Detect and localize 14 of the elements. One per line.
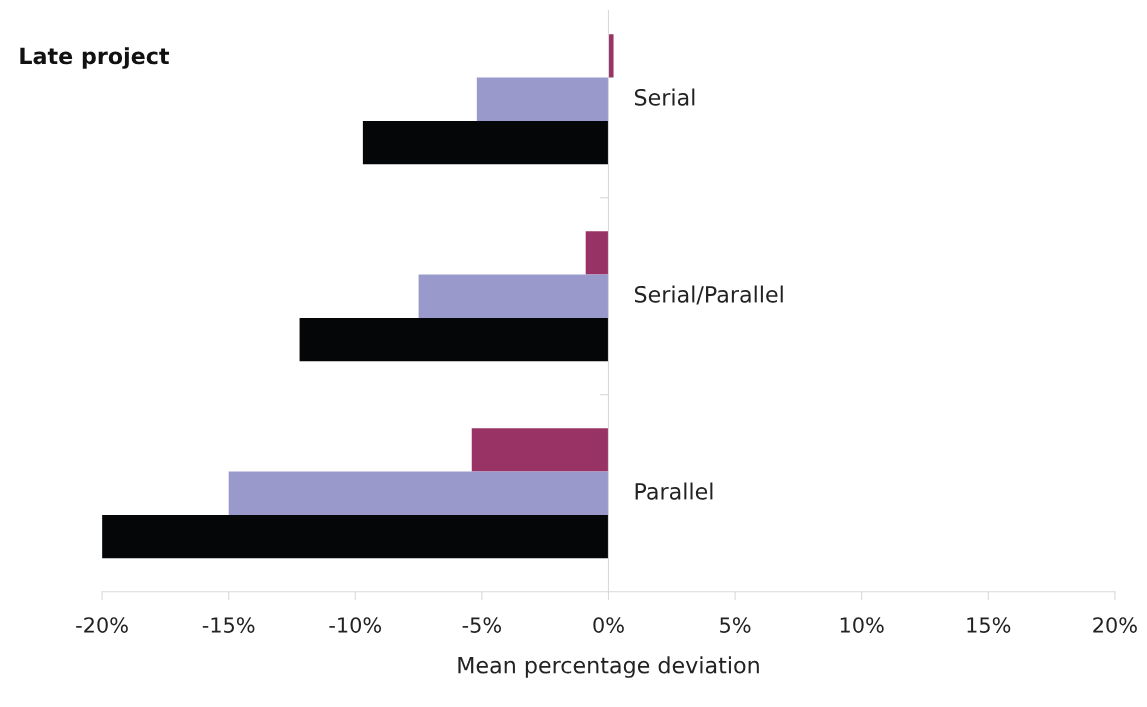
x-tick-label: 5% bbox=[720, 617, 751, 633]
x-tick-label: -15% bbox=[202, 617, 255, 633]
x-tick-label: -20% bbox=[76, 617, 128, 633]
x-tick-label: -5% bbox=[462, 617, 502, 633]
x-tick-label: -10% bbox=[329, 617, 382, 633]
x-tick-label: 10% bbox=[840, 617, 884, 633]
y-tick-label: Serial bbox=[634, 88, 695, 106]
text: Late project bbox=[20, 47, 170, 69]
x-tick-label: 15% bbox=[967, 617, 1011, 633]
y-tick-label: Serial/Parallel bbox=[634, 285, 783, 305]
x-tick-label: 20% bbox=[1093, 617, 1137, 633]
y-tick-label: Parallel bbox=[635, 482, 713, 500]
x-tick-label: 0% bbox=[593, 617, 624, 633]
x-axis-title: Mean percentage deviation bbox=[458, 656, 759, 678]
